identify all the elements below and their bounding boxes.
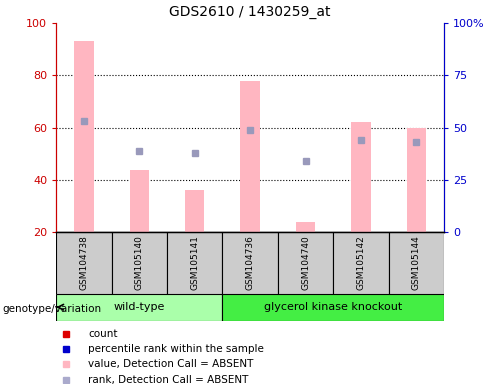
Text: GSM105140: GSM105140 <box>135 236 144 290</box>
Bar <box>351 122 371 232</box>
Text: glycerol kinase knockout: glycerol kinase knockout <box>264 302 403 312</box>
Bar <box>333 232 388 294</box>
Text: rank, Detection Call = ABSENT: rank, Detection Call = ABSENT <box>88 375 249 384</box>
Text: value, Detection Call = ABSENT: value, Detection Call = ABSENT <box>88 359 254 369</box>
Text: GSM104736: GSM104736 <box>245 236 255 290</box>
Bar <box>388 232 444 294</box>
Bar <box>241 81 260 232</box>
Bar <box>407 127 426 232</box>
Text: percentile rank within the sample: percentile rank within the sample <box>88 344 264 354</box>
Title: GDS2610 / 1430259_at: GDS2610 / 1430259_at <box>169 5 331 19</box>
Text: genotype/variation: genotype/variation <box>2 304 102 314</box>
Text: wild-type: wild-type <box>114 302 165 312</box>
Bar <box>296 222 315 232</box>
Text: GSM105141: GSM105141 <box>190 236 199 290</box>
Bar <box>185 190 204 232</box>
Bar <box>223 294 444 321</box>
Text: GSM104738: GSM104738 <box>80 236 88 290</box>
Bar <box>278 232 333 294</box>
Bar <box>112 232 167 294</box>
Bar <box>74 41 94 232</box>
Bar <box>129 170 149 232</box>
Bar <box>223 232 278 294</box>
Text: GSM105144: GSM105144 <box>412 236 421 290</box>
Text: GSM104740: GSM104740 <box>301 236 310 290</box>
Bar <box>56 294 223 321</box>
Bar <box>56 232 112 294</box>
Text: GSM105142: GSM105142 <box>356 236 366 290</box>
Bar <box>167 232 223 294</box>
Text: count: count <box>88 329 118 339</box>
